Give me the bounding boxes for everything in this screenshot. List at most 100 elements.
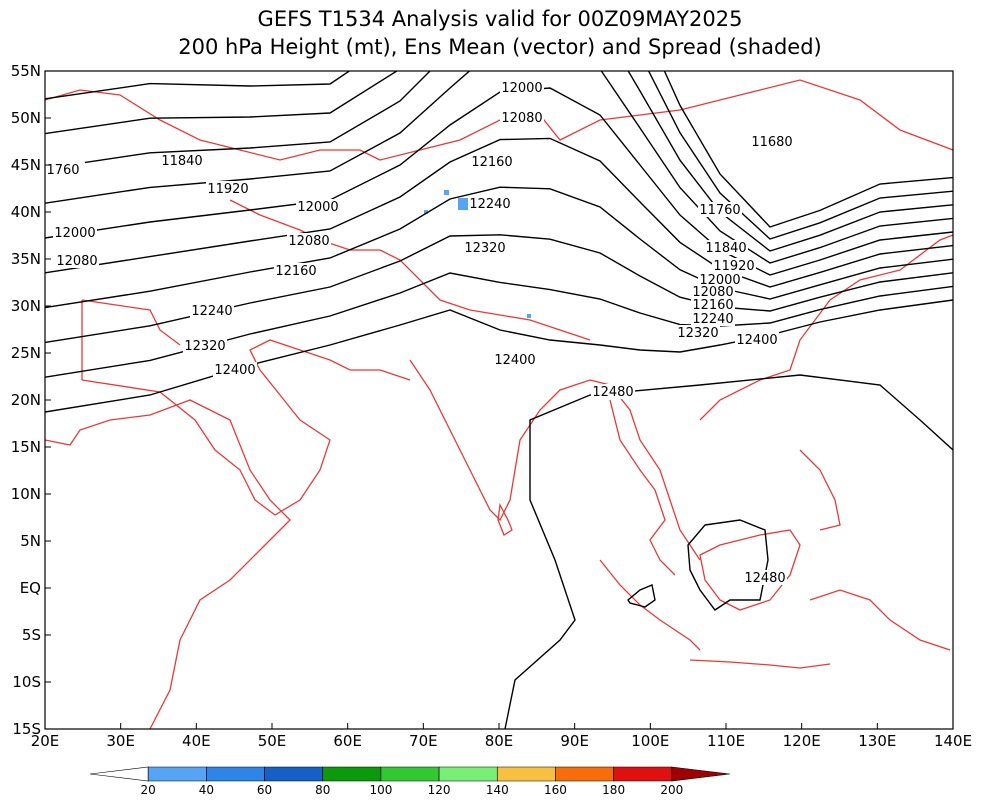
x-tick-label: 120E — [783, 732, 821, 750]
spread-shading — [424, 190, 531, 318]
contour-label: 12160 — [275, 264, 316, 279]
y-tick-label: 35N — [11, 250, 41, 268]
contour-line — [45, 299, 953, 413]
x-tick-label: 60E — [333, 732, 362, 750]
contour-label-bg — [55, 253, 99, 268]
contour-label-bg — [190, 303, 234, 318]
contour-line — [504, 374, 953, 729]
spread-patch — [527, 314, 531, 318]
contour-label: 12080 — [56, 254, 97, 269]
contour-label: 12480 — [744, 571, 785, 586]
colorbar-segment — [613, 766, 673, 782]
contour-line — [45, 71, 953, 252]
contour-line — [45, 71, 953, 240]
contour-label-bg — [468, 196, 512, 211]
colorbar-segment — [671, 766, 731, 782]
contour-label: 11920 — [713, 259, 754, 274]
contour-label: 12400 — [214, 363, 255, 378]
coastlines — [45, 79, 953, 729]
contour-label: 12160 — [471, 155, 512, 170]
contour-label-bg — [493, 352, 537, 367]
contour-label: 12000 — [54, 226, 95, 241]
contour-label: 11680 — [751, 135, 792, 150]
y-tick-label: 25N — [11, 344, 41, 362]
spread-patch — [444, 190, 449, 195]
contour-label-bg — [743, 570, 787, 585]
colorbar-segment — [496, 766, 556, 782]
colorbar-tick-label: 100 — [369, 783, 392, 797]
spread-patch — [458, 198, 468, 210]
contour-label-bg — [206, 181, 250, 196]
contour-label: 11920 — [207, 182, 248, 197]
contour-label: 12240 — [191, 304, 232, 319]
y-tick-label: 10S — [12, 673, 41, 691]
colorbar-tick-label: 200 — [660, 783, 683, 797]
contour-label-bg — [53, 225, 97, 240]
contour-label: 12160 — [692, 298, 733, 313]
contour-label: 12320 — [184, 339, 225, 354]
contour-label-bg — [676, 325, 720, 340]
contour-line — [45, 87, 953, 276]
y-tick-label: 5S — [22, 626, 41, 644]
contour-label: 1760 — [46, 163, 79, 178]
contour-label: 12080 — [288, 234, 329, 249]
contour-label-bg — [470, 154, 514, 169]
x-tick-label: 100E — [631, 732, 669, 750]
contour-label: 12400 — [494, 353, 535, 368]
y-tick-label: 50N — [11, 109, 41, 127]
contour-label-bg — [750, 134, 794, 149]
subtitle: 200 hPa Height (mt), Ens Mean (vector) a… — [178, 35, 822, 59]
x-tick-label: 90E — [560, 732, 589, 750]
contour-label-bg — [41, 162, 85, 177]
y-tick-label: 30N — [11, 297, 41, 315]
contour-label: 12000 — [501, 81, 542, 96]
y-tick-label: EQ — [20, 579, 41, 597]
contour-label-bg — [183, 338, 227, 353]
contour-label: 12240 — [469, 197, 510, 212]
contour-label-bg — [691, 311, 735, 326]
contour-label-bg — [274, 263, 318, 278]
colorbar-tick-label: 140 — [486, 783, 509, 797]
colorbar-tick-label: 20 — [141, 783, 156, 797]
y-tick-label: 45N — [11, 156, 41, 174]
contour-label: 12480 — [592, 385, 633, 400]
colorbar-tick-label: 60 — [257, 783, 272, 797]
contour-label: 11840 — [705, 241, 746, 256]
contour-label-bg — [160, 153, 204, 168]
contour-line — [45, 71, 953, 228]
spread-patch — [424, 210, 428, 214]
colorbar-tick-label: 160 — [544, 783, 567, 797]
colorbar-tick-label: 80 — [315, 783, 330, 797]
contour-label-bg — [500, 110, 544, 125]
contour-label: 11840 — [161, 154, 202, 169]
x-tick-label: 110E — [707, 732, 745, 750]
contour-label-bg — [691, 284, 735, 299]
colorbar-tick-label: 40 — [199, 783, 214, 797]
colorbar-segment — [206, 766, 265, 782]
contour-line — [45, 234, 953, 344]
contour-label: 12320 — [464, 241, 505, 256]
x-tick-label: 30E — [106, 732, 135, 750]
colorbar-segment — [89, 766, 149, 782]
contour-label-bg — [698, 272, 742, 287]
colorbar-segment — [264, 766, 324, 782]
colorbar-tick-label: 120 — [428, 783, 451, 797]
contour-label: 12240 — [692, 312, 733, 327]
contour-line — [45, 272, 953, 378]
x-tick-label: 50E — [258, 732, 287, 750]
contour-label-bg — [691, 297, 735, 312]
colorbar-segment — [555, 766, 614, 782]
contour-label-bg — [287, 233, 331, 248]
y-tick-label: 15N — [11, 438, 41, 456]
y-tick-label: 10N — [11, 485, 41, 503]
y-tick-label: 40N — [11, 203, 41, 221]
x-tick-label: 80E — [485, 732, 514, 750]
title: GEFS T1534 Analysis valid for 00Z09MAY20… — [258, 7, 743, 31]
contour-label-bg — [500, 80, 544, 95]
colorbar-segment — [380, 766, 440, 782]
y-tick-label: 55N — [11, 62, 41, 80]
contour-line — [45, 71, 953, 264]
colorbar-segment — [147, 766, 207, 782]
contour-labels: 1760118401192012000120801216012240123201… — [41, 80, 794, 586]
